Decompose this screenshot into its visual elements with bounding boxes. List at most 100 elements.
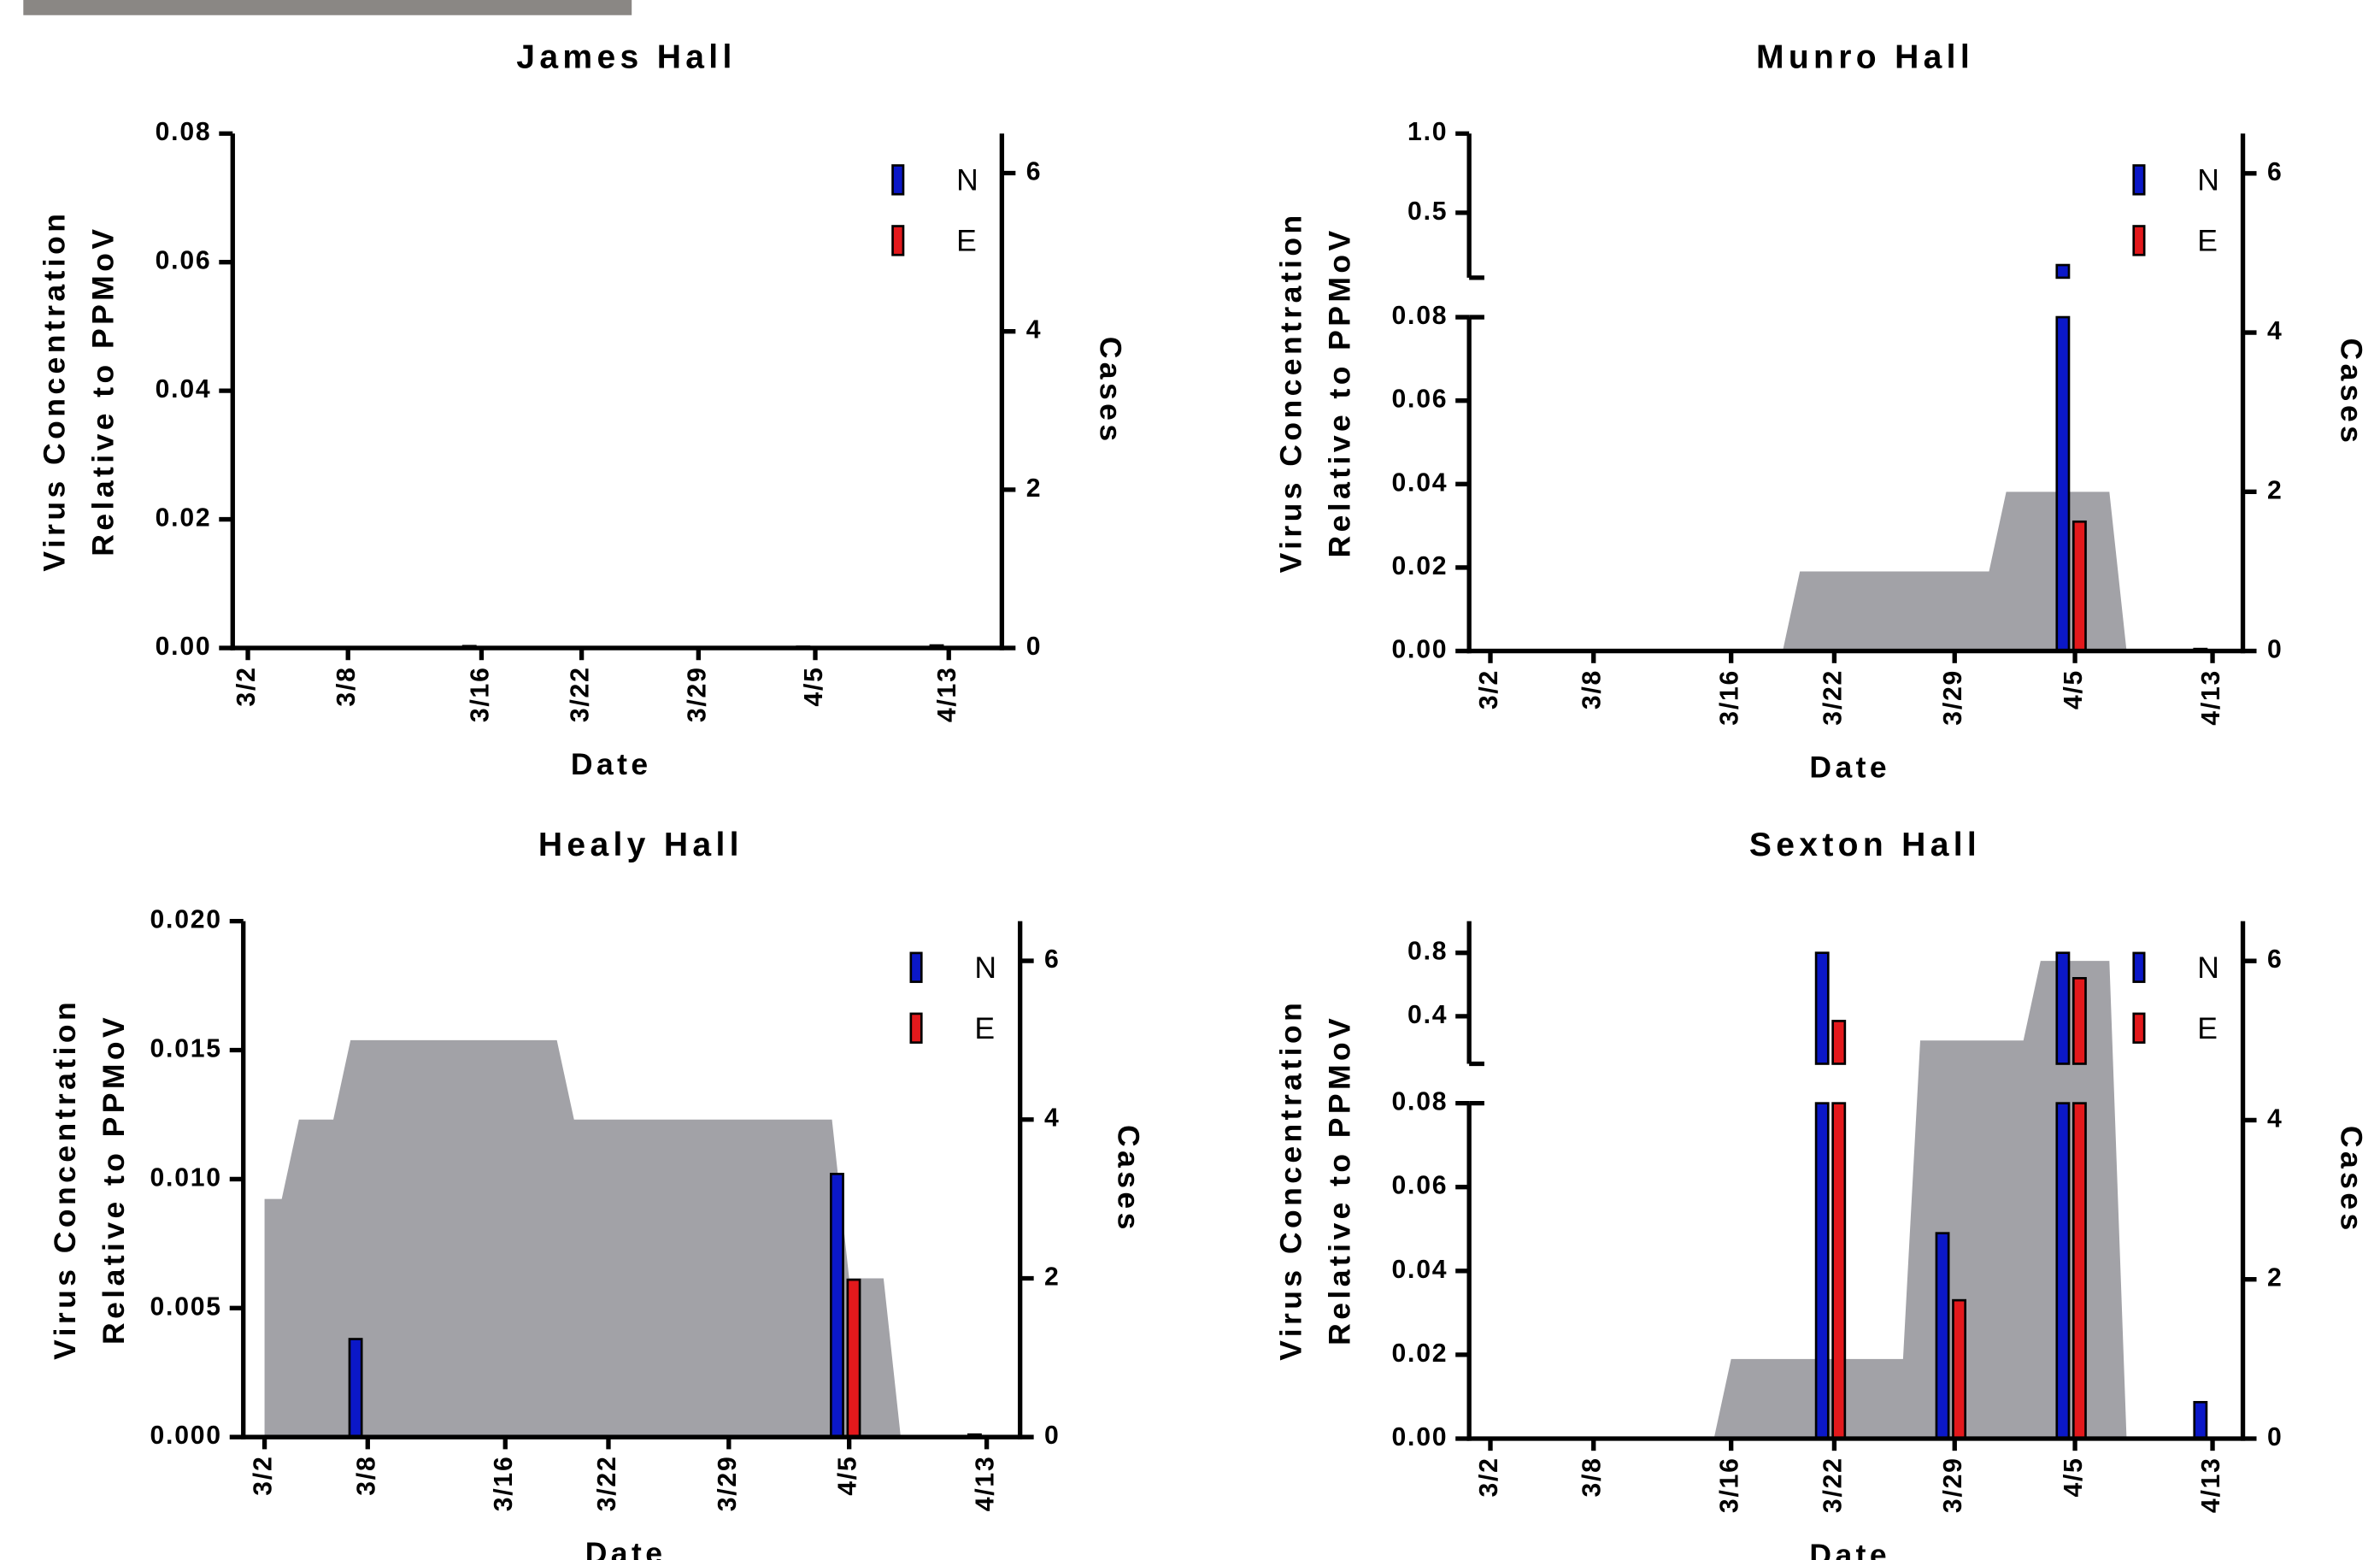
legend-label: E (2197, 223, 2218, 257)
x-tick-label: 4/5 (2060, 1457, 2088, 1497)
x-axis-label: Date (571, 747, 652, 781)
legend-label: E (2197, 1011, 2218, 1045)
legend-swatch (911, 1014, 921, 1043)
y-tick-label: 0.08 (156, 118, 212, 146)
legend-swatch (2134, 227, 2144, 256)
y-axis-label: Virus Concentration (38, 210, 72, 572)
y2-tick-label: 4 (1044, 1104, 1061, 1133)
y-tick-label: 0.020 (150, 906, 222, 934)
legend-swatch (2134, 1014, 2144, 1043)
chart-title: Munro Hall (1756, 39, 1974, 76)
y-axis-label: Relative to PPMoV (97, 1014, 131, 1345)
bar (1936, 1233, 1948, 1439)
x-axis-label: Date (1809, 750, 1890, 784)
y2-tick-label: 0 (1044, 1422, 1061, 1450)
y-tick-label: 0.02 (1392, 1339, 1449, 1368)
y2-tick-label: 6 (2267, 158, 2283, 186)
x-axis-label: Date (585, 1536, 667, 1560)
x-tick-label: 3/22 (1819, 1457, 1847, 1513)
y-tick-label: 0.06 (1392, 386, 1449, 414)
legend-swatch (893, 227, 903, 256)
x-tick-label: 4/5 (800, 666, 828, 706)
chart-title: James Hall (516, 39, 736, 76)
y2-axis-label: Cases (2334, 338, 2368, 447)
page: {"chart_data": [ {"type": "combo", "titl… (0, 0, 2380, 1560)
y-tick-label: 0.04 (156, 375, 212, 403)
bar-upper (2057, 953, 2069, 1064)
y2-tick-label: 4 (1026, 316, 1043, 344)
bar-upper (2057, 265, 2069, 278)
x-tick-label: 3/2 (232, 666, 261, 706)
y-axis-label: Relative to PPMoV (1322, 227, 1356, 557)
y2-tick-label: 6 (2267, 945, 2283, 974)
bar (2073, 1104, 2085, 1439)
legend-label: E (956, 223, 977, 257)
x-tick-label: 3/22 (567, 666, 595, 722)
y-tick-label: 0.00 (156, 633, 212, 661)
bar (831, 1174, 843, 1437)
bar (1953, 1300, 1965, 1439)
photo-strip (23, 0, 632, 15)
x-tick-label: 3/16 (490, 1456, 518, 1512)
x-tick-label: 3/8 (1578, 669, 1607, 709)
chart-title: Sexton Hall (1749, 827, 1981, 863)
x-tick-label: 3/8 (332, 666, 361, 706)
y2-axis-label: Cases (1093, 337, 1127, 445)
y-tick-label: 0.08 (1392, 1088, 1449, 1116)
y-tick-label: 0.06 (1392, 1172, 1449, 1200)
x-tick-label: 3/8 (1578, 1457, 1607, 1497)
chart-title: Healy Hall (538, 827, 743, 863)
bar (2057, 317, 2069, 651)
y2-tick-label: 6 (1044, 945, 1061, 974)
figure: 0.000.020.040.060.083/23/83/163/223/294/… (0, 0, 2380, 1560)
x-tick-label: 3/8 (352, 1456, 380, 1496)
y-tick-label: 0.005 (150, 1292, 222, 1321)
x-tick-label: 3/2 (250, 1456, 278, 1496)
x-tick-label: 3/2 (1475, 669, 1503, 709)
y2-tick-label: 0 (2267, 1423, 2283, 1451)
legend-label: N (956, 162, 978, 197)
y-tick-label: 0.5 (1407, 197, 1448, 226)
y-tick-label: 0.04 (1392, 1256, 1449, 1284)
x-tick-label: 3/16 (1716, 1457, 1744, 1513)
y-tick-label: 0.04 (1392, 468, 1449, 497)
y2-tick-label: 6 (1026, 157, 1043, 185)
x-tick-label: 3/16 (466, 666, 494, 722)
legend-swatch (911, 953, 921, 982)
y-tick-label: 1.0 (1407, 118, 1448, 146)
bar (2073, 521, 2085, 650)
x-tick-label: 3/22 (593, 1456, 621, 1512)
x-tick-label: 4/13 (2197, 1457, 2225, 1513)
y-tick-label: 0.00 (1392, 636, 1449, 664)
y-tick-label: 0.000 (150, 1422, 222, 1450)
x-tick-label: 4/5 (834, 1456, 862, 1496)
legend-label: N (974, 951, 996, 985)
x-tick-label: 4/13 (933, 666, 961, 722)
y-tick-label: 0.015 (150, 1034, 222, 1063)
y2-axis-label: Cases (2334, 1126, 2368, 1234)
y2-axis-label: Cases (1112, 1125, 1146, 1233)
legend-label: N (2197, 162, 2219, 197)
x-tick-label: 3/29 (1939, 669, 1967, 726)
y2-tick-label: 4 (2267, 1104, 2283, 1133)
x-tick-label: 3/2 (1475, 1457, 1503, 1497)
y2-tick-label: 2 (1044, 1263, 1061, 1291)
legend-label: N (2197, 951, 2219, 985)
legend-swatch (2134, 953, 2144, 982)
x-tick-label: 3/16 (1716, 669, 1744, 726)
y2-tick-label: 2 (1026, 474, 1043, 503)
bar (1833, 1104, 1845, 1439)
x-tick-label: 3/22 (1819, 669, 1847, 726)
y-tick-label: 0.02 (1392, 552, 1449, 580)
bar (2195, 1402, 2207, 1439)
y-tick-label: 0.06 (156, 247, 212, 275)
legend-swatch (893, 166, 903, 195)
bar (350, 1339, 361, 1438)
x-tick-label: 4/13 (2197, 669, 2225, 726)
y-axis-label: Relative to PPMoV (1322, 1015, 1356, 1345)
x-tick-label: 3/29 (714, 1456, 742, 1512)
y-tick-label: 0.8 (1407, 938, 1448, 966)
y-tick-label: 0.4 (1407, 1001, 1448, 1029)
y-tick-label: 0.00 (1392, 1423, 1449, 1451)
y-tick-label: 0.010 (150, 1163, 222, 1192)
